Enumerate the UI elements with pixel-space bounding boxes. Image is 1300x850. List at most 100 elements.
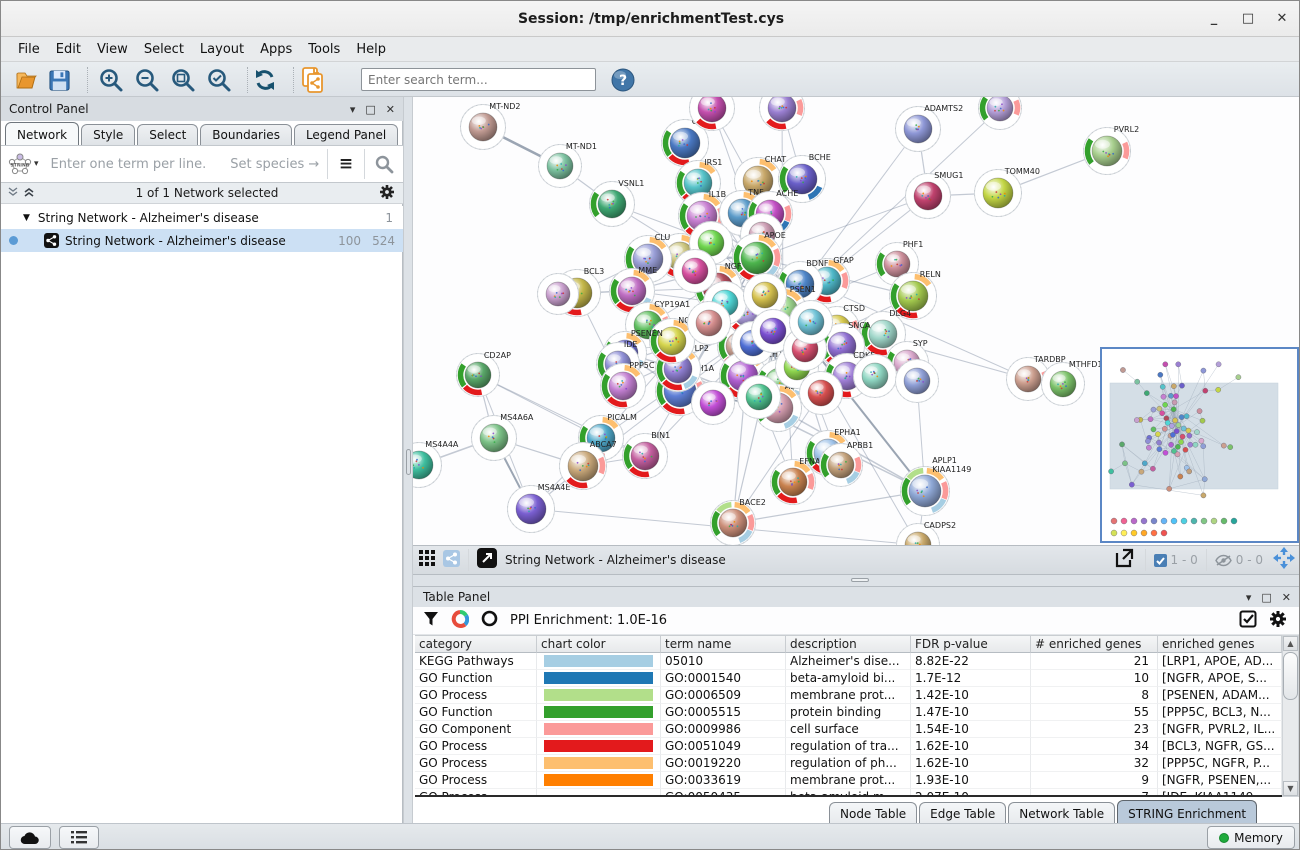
automation-button[interactable] (9, 826, 51, 849)
network-node-bche[interactable]: BCHE (778, 153, 831, 203)
network-node[interactable] (751, 309, 795, 353)
horizontal-splitter-handle[interactable] (851, 578, 869, 582)
filter-icon[interactable] (423, 611, 439, 631)
column-header-category[interactable]: category (415, 635, 537, 653)
task-history-button[interactable] (59, 826, 99, 849)
menu-edit[interactable]: Edit (55, 41, 81, 57)
select-terms-icon[interactable] (1239, 610, 1257, 632)
network-node[interactable] (853, 354, 897, 398)
grid-view-icon[interactable] (419, 550, 435, 570)
network-node[interactable] (687, 301, 731, 345)
table-panel-float-icon[interactable]: □ (1261, 590, 1272, 604)
network-node-ppp5c[interactable]: PPP5C (600, 361, 655, 409)
string-term-input[interactable]: Enter one term per line. (50, 156, 207, 172)
column-header-enriched-genes[interactable]: # enriched genes (1031, 635, 1158, 653)
network-node-adamts2[interactable]: ADAMTS2 (895, 104, 964, 152)
network-node-irs1[interactable]: IRS1 (675, 158, 723, 206)
zoom-fit-icon[interactable] (169, 66, 197, 94)
network-node-ms4a4a[interactable]: MS4A4A (413, 440, 459, 488)
clone-network-icon[interactable] (299, 66, 327, 94)
network-node[interactable] (673, 249, 717, 293)
table-row[interactable]: KEGG Pathways 05010 Alzheimer's dise... 8.8… (415, 653, 1282, 670)
share-view-icon[interactable] (443, 549, 460, 571)
search-input[interactable] (361, 68, 596, 91)
string-options-icon[interactable]: ≡ (338, 154, 354, 174)
network-node[interactable] (689, 97, 735, 131)
tab-legend-panel[interactable]: Legend Panel (293, 124, 399, 145)
network-node-cadps2[interactable]: CADPS2 (896, 521, 957, 545)
network-node-tomm40[interactable]: TOMM40 (974, 167, 1040, 217)
network-node-mthfd1l[interactable]: MTHFD1L (1041, 360, 1108, 406)
network-node-mme[interactable]: MME (609, 266, 658, 314)
vertical-splitter-handle[interactable] (406, 449, 411, 475)
network-node-smug1[interactable]: SMUG1 (905, 171, 964, 219)
table-row[interactable]: GO Process GO:0033619 membrane prot... 1.93… (415, 772, 1282, 789)
string-search-icon[interactable] (365, 154, 403, 174)
panel-close-icon[interactable]: ✕ (385, 102, 395, 116)
species-hint[interactable]: Set species → (230, 156, 320, 172)
network-node-vsnl1[interactable]: VSNL1 (589, 179, 645, 227)
tree-expander-icon[interactable]: ▼ (23, 212, 30, 223)
network-node-apoe[interactable]: APOE (732, 231, 786, 283)
column-header-term-name[interactable]: term name (661, 635, 786, 653)
zoom-selected-icon[interactable] (205, 66, 233, 94)
network-view[interactable]: MT-ND2 MT-ND1 VSNL1 GAB2 ADAMTS2 PVRL2 TOMM40 S… (413, 97, 1300, 545)
export-network-icon[interactable] (1113, 547, 1135, 573)
network-node[interactable] (759, 97, 805, 131)
minimize-button[interactable]: _ (1210, 11, 1218, 26)
network-node[interactable] (537, 273, 579, 315)
horizontal-splitter[interactable] (413, 575, 1299, 586)
network-node[interactable] (789, 300, 833, 344)
maximize-button[interactable]: □ (1241, 11, 1255, 26)
network-collection-row[interactable]: ▼ String Network - Alzheimer's disease 1 (1, 206, 403, 229)
panel-menu-icon[interactable]: ▾ (349, 102, 356, 116)
tab-boundaries[interactable]: Boundaries (200, 124, 292, 145)
column-header-fdr-p-value[interactable]: FDR p-value (911, 635, 1031, 653)
table-panel-menu-icon[interactable]: ▾ (1245, 590, 1252, 604)
panel-float-icon[interactable]: □ (365, 102, 376, 116)
tab-node-table[interactable]: Node Table (829, 802, 918, 824)
table-row[interactable]: GO Function GO:0001540 beta-amyloid bi... 1… (415, 670, 1282, 687)
network-node-pvrl2[interactable]: PVRL2 (1083, 125, 1140, 175)
network-node-bace2[interactable]: BACE2 (710, 498, 766, 545)
network-node-gab2[interactable]: GAB2 (661, 117, 715, 167)
menu-file[interactable]: File (18, 41, 40, 57)
network-node-ms4a6a[interactable]: MS4A6A (471, 413, 534, 461)
network-gear-icon[interactable] (379, 184, 395, 203)
help-icon[interactable]: ? (609, 66, 637, 94)
table-gear-icon[interactable] (1269, 610, 1287, 632)
zoom-in-icon[interactable] (97, 66, 125, 94)
network-node-efna5[interactable]: EFNA5 (770, 457, 826, 505)
network-node[interactable] (691, 381, 735, 425)
collapse-all-icon[interactable] (7, 186, 19, 201)
table-scrollbar[interactable]: ▲ ▼ (1282, 635, 1299, 797)
column-header-chart-color[interactable]: chart color (537, 635, 661, 653)
network-canvas[interactable]: MT-ND2 MT-ND1 VSNL1 GAB2 ADAMTS2 PVRL2 TOMM40 S… (413, 97, 1300, 545)
table-row[interactable]: GO Process GO:0006509 membrane prot... 1.42… (415, 687, 1282, 704)
open-session-icon[interactable] (13, 66, 41, 94)
network-node[interactable] (978, 97, 1022, 130)
tab-string-enrichment[interactable]: STRING Enrichment (1117, 800, 1258, 824)
zoom-out-icon[interactable] (133, 66, 161, 94)
network-node[interactable] (743, 273, 787, 317)
network-node[interactable] (799, 371, 843, 415)
menu-layout[interactable]: Layout (199, 41, 245, 57)
table-row[interactable]: GO Function GO:0005515 protein binding 1.47… (415, 704, 1282, 721)
network-node-ncstn[interactable]: NCSTN (649, 316, 706, 364)
network-node-abca7[interactable]: ABCA7 (559, 440, 617, 490)
table-panel-close-icon[interactable]: ✕ (1281, 590, 1291, 604)
table-row[interactable]: GO Process GO:0019220 regulation of ph... 1… (415, 755, 1282, 772)
tab-style[interactable]: Style (81, 124, 136, 145)
chart-settings-icon[interactable] (451, 609, 470, 632)
tab-select[interactable]: Select (137, 124, 199, 145)
tab-edge-table[interactable]: Edge Table (919, 802, 1007, 824)
network-node-reln[interactable]: RELN (889, 270, 941, 320)
vertical-splitter[interactable] (403, 97, 413, 823)
network-node-cd2ap[interactable]: CD2AP (456, 351, 512, 397)
expand-all-icon[interactable] (23, 186, 35, 201)
network-node-apbb1[interactable]: APBB1 (819, 441, 874, 487)
network-node-ms4a4e[interactable]: MS4A4E (507, 483, 571, 533)
column-header-description[interactable]: description (786, 635, 911, 653)
table-row[interactable]: GO Component GO:0009986 cell surface 1.54E-… (415, 721, 1282, 738)
